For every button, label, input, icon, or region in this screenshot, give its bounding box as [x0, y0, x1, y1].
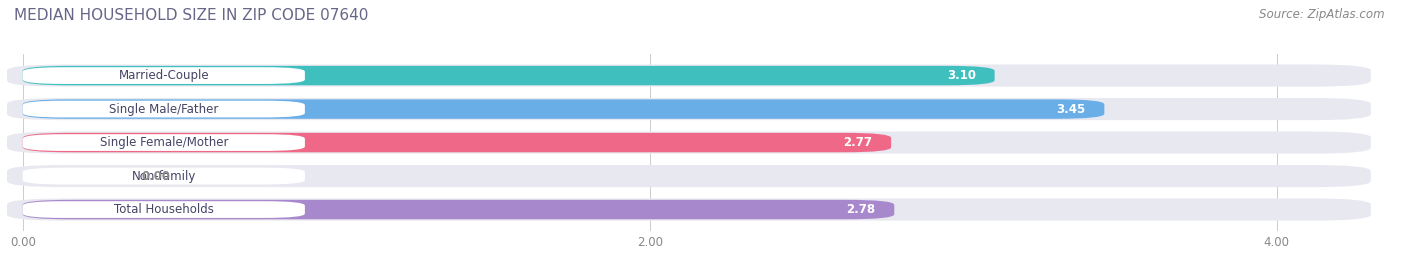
FancyBboxPatch shape [22, 66, 994, 85]
Text: Single Female/Mother: Single Female/Mother [100, 136, 228, 149]
FancyBboxPatch shape [22, 133, 891, 152]
Text: 0.00: 0.00 [142, 169, 172, 183]
Text: Single Male/Father: Single Male/Father [110, 102, 218, 116]
Text: 3.45: 3.45 [1056, 102, 1085, 116]
Text: 2.77: 2.77 [844, 136, 872, 149]
Text: MEDIAN HOUSEHOLD SIZE IN ZIP CODE 07640: MEDIAN HOUSEHOLD SIZE IN ZIP CODE 07640 [14, 8, 368, 23]
FancyBboxPatch shape [22, 99, 1104, 119]
FancyBboxPatch shape [7, 132, 1371, 154]
FancyBboxPatch shape [7, 199, 1371, 221]
FancyBboxPatch shape [22, 168, 305, 185]
FancyBboxPatch shape [7, 98, 1371, 120]
FancyBboxPatch shape [7, 65, 1371, 87]
Text: 3.10: 3.10 [946, 69, 976, 82]
Text: Non-family: Non-family [132, 169, 195, 183]
FancyBboxPatch shape [22, 201, 305, 218]
FancyBboxPatch shape [22, 67, 305, 84]
FancyBboxPatch shape [22, 101, 305, 118]
Text: Married-Couple: Married-Couple [118, 69, 209, 82]
Text: 2.78: 2.78 [846, 203, 876, 216]
FancyBboxPatch shape [22, 134, 305, 151]
Text: Total Households: Total Households [114, 203, 214, 216]
FancyBboxPatch shape [22, 200, 894, 219]
FancyBboxPatch shape [7, 165, 1371, 187]
Text: Source: ZipAtlas.com: Source: ZipAtlas.com [1260, 8, 1385, 21]
